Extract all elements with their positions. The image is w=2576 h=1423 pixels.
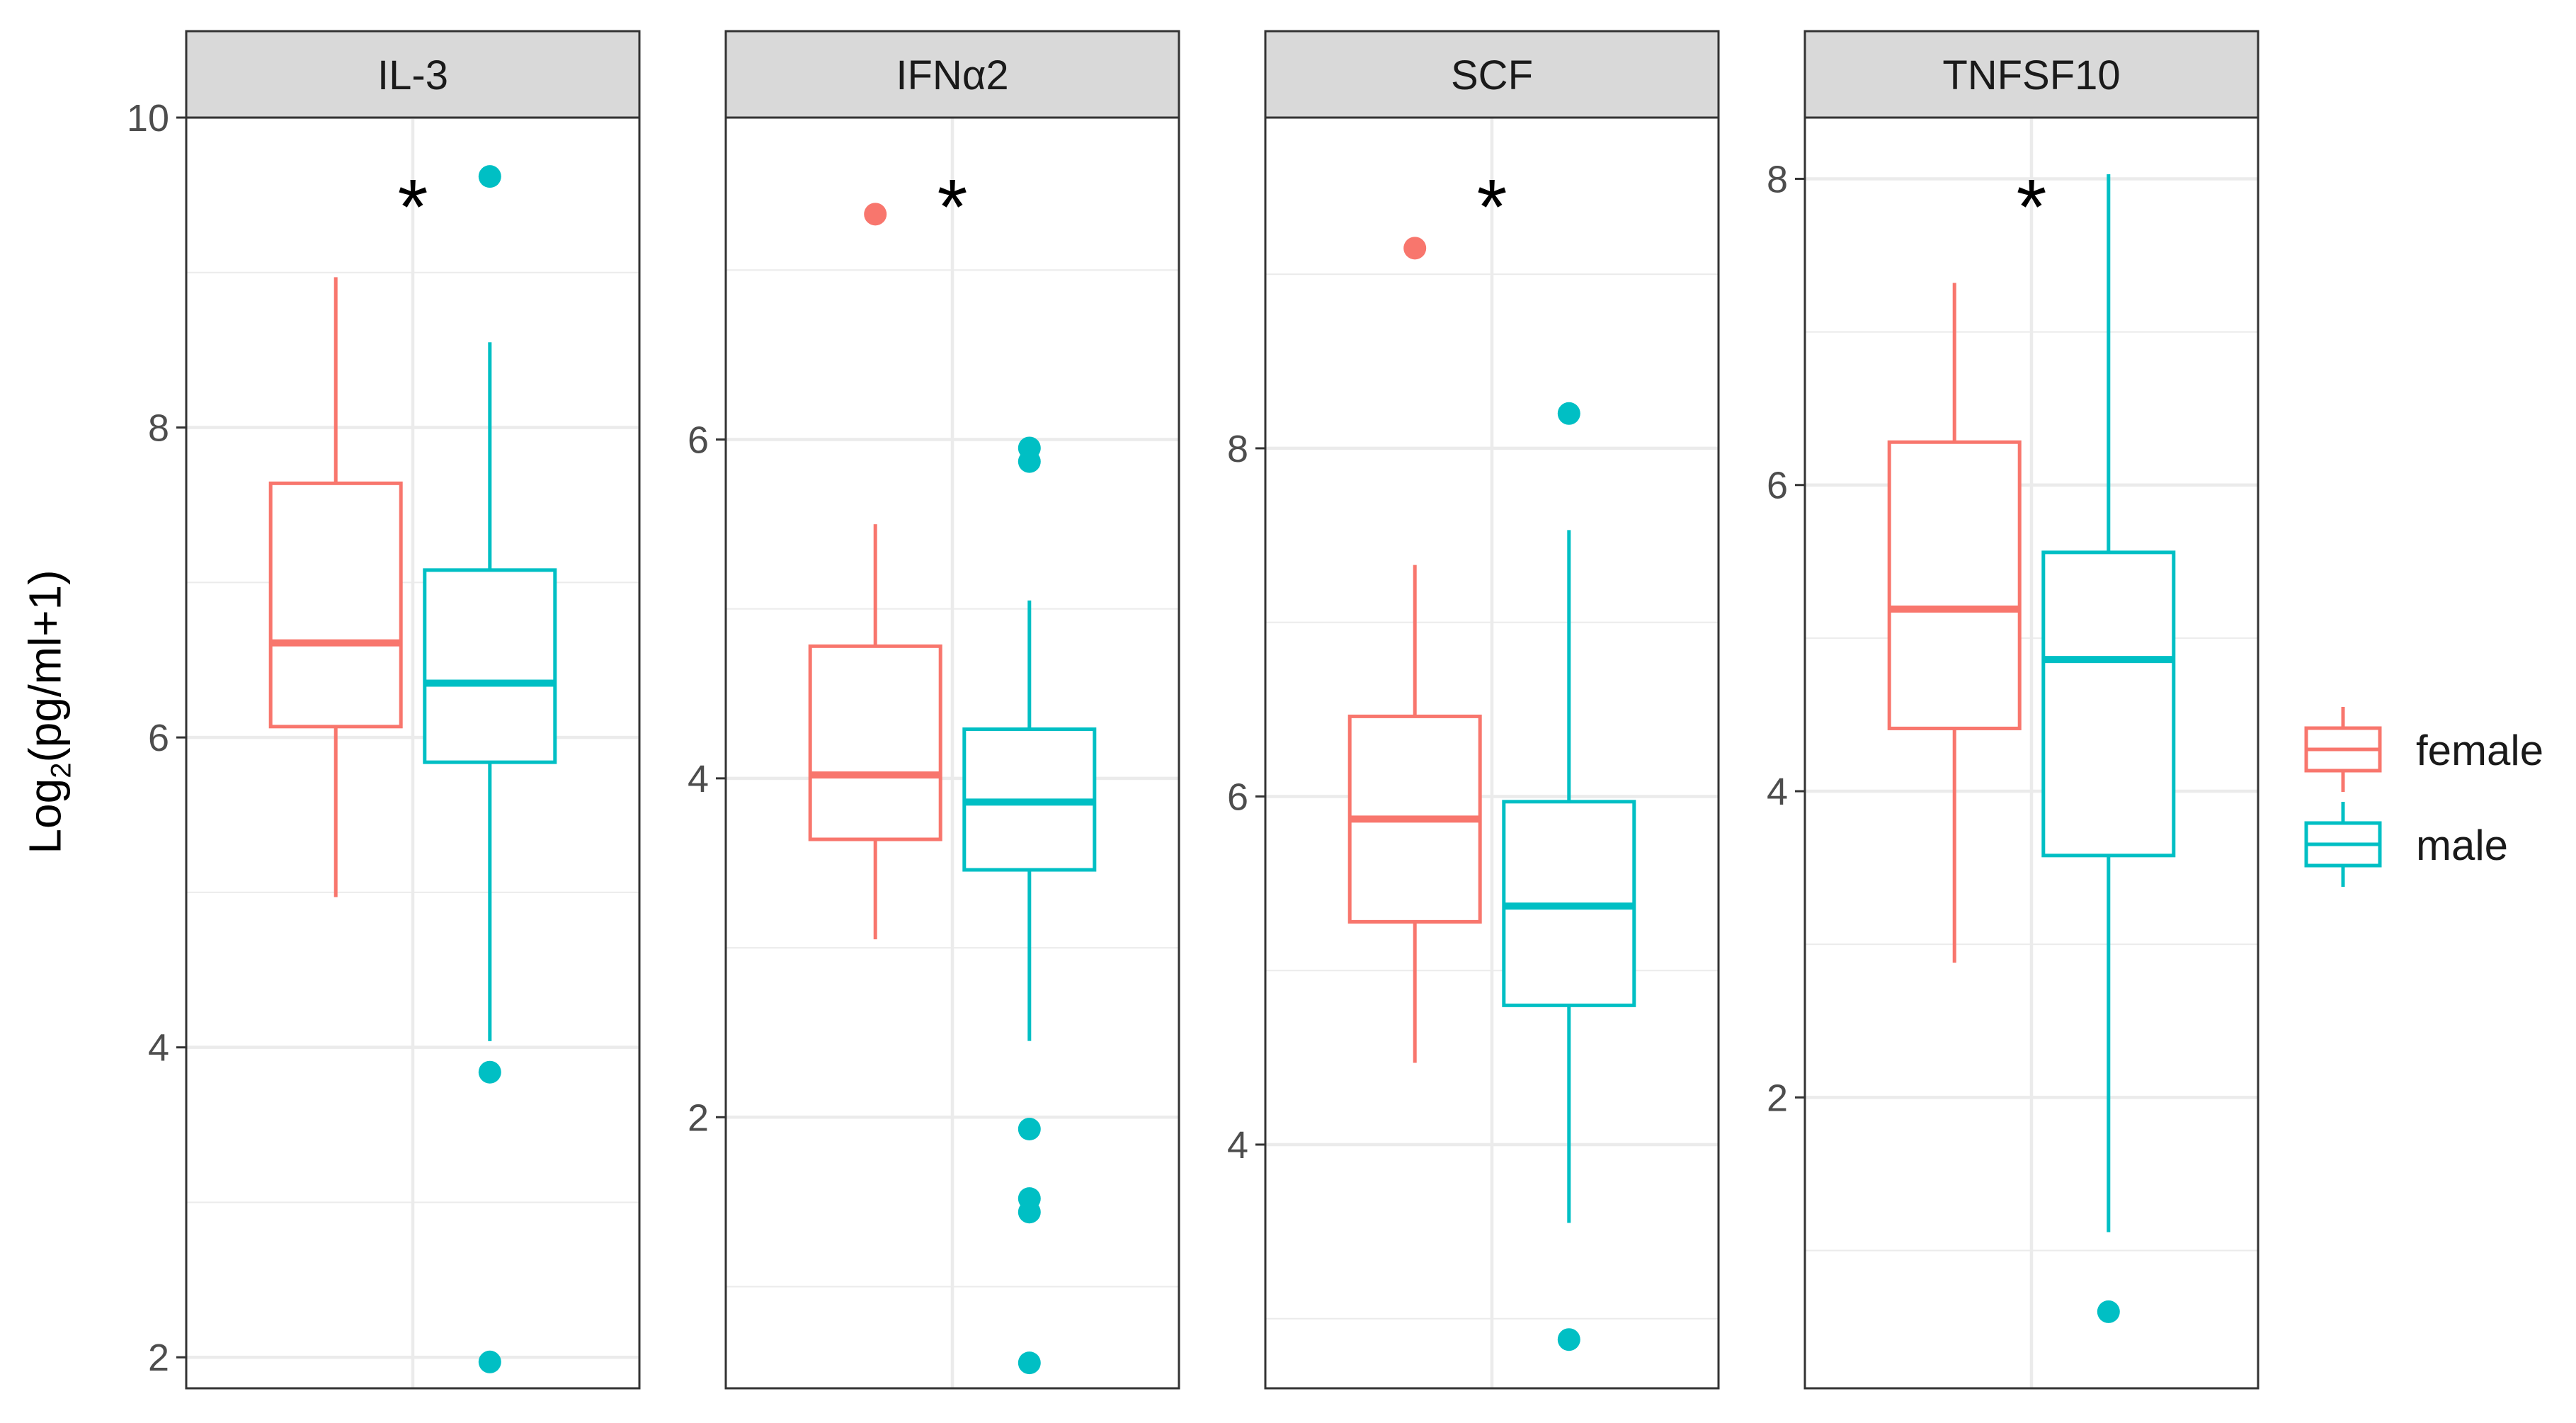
y-tick-label: 4 xyxy=(688,758,709,800)
box-female xyxy=(1887,283,2022,963)
significance-marker: * xyxy=(1477,164,1508,251)
facet-panel-tnfsf10: TNFSF10 * 2 4 6 8 xyxy=(1767,30,2259,1390)
y-tick-label: 6 xyxy=(1767,465,1788,507)
outlier-point xyxy=(1403,237,1427,260)
outlier-point xyxy=(1018,1351,1041,1375)
y-tick-label: 2 xyxy=(688,1096,709,1139)
outlier-point xyxy=(864,203,887,226)
significance-marker: * xyxy=(398,164,428,251)
box-male xyxy=(2041,174,2176,1323)
box-male xyxy=(962,436,1097,1375)
outlier-point xyxy=(1018,1201,1041,1224)
legend-item-male: male xyxy=(2304,802,2508,887)
outlier-point xyxy=(478,165,501,188)
facet-strip xyxy=(1803,30,2259,119)
facet-panel-scf: SCF * 4 6 8 xyxy=(1227,30,1720,1390)
facet-strip xyxy=(1264,30,1720,119)
box-male xyxy=(1502,402,1636,1351)
y-tick-label: 8 xyxy=(1767,158,1788,200)
box-female xyxy=(1347,237,1482,1063)
legend: female male xyxy=(2304,707,2543,887)
y-tick-label: 6 xyxy=(688,419,709,461)
y-tick-label: 6 xyxy=(1227,776,1248,818)
legend-item-female: female xyxy=(2304,707,2543,792)
facet-strip-label: SCF xyxy=(1451,52,1533,98)
iqr-box xyxy=(2041,550,2176,858)
outlier-point xyxy=(1557,402,1580,425)
outlier-point xyxy=(478,1350,501,1373)
box-female xyxy=(268,277,403,897)
iqr-box xyxy=(268,481,403,729)
significance-marker: * xyxy=(2017,164,2047,251)
facet-strip xyxy=(724,30,1180,119)
legend-label: male xyxy=(2416,822,2508,869)
facet-panel-ifn-2: IFNα2 * 2 4 6 xyxy=(688,30,1180,1390)
facet-strip xyxy=(185,30,641,119)
box-male xyxy=(423,165,557,1373)
iqr-box xyxy=(1887,440,2022,730)
y-tick-label: 4 xyxy=(1227,1124,1248,1167)
facet-strip-label: TNFSF10 xyxy=(1942,52,2120,98)
outlier-point xyxy=(1557,1328,1580,1351)
significance-marker: * xyxy=(937,164,968,251)
box-female xyxy=(808,203,942,940)
iqr-box xyxy=(808,644,942,841)
outlier-point xyxy=(1018,450,1041,473)
y-tick-label: 4 xyxy=(1767,771,1788,813)
outlier-point xyxy=(478,1060,501,1084)
y-tick-label: 2 xyxy=(1767,1077,1788,1119)
y-tick-label: 6 xyxy=(148,717,169,759)
facet-strip-label: IFNα2 xyxy=(896,52,1008,98)
facet-strip-label: IL-3 xyxy=(377,52,448,98)
y-tick-label: 2 xyxy=(148,1337,169,1379)
outlier-point xyxy=(2097,1300,2120,1323)
y-tick-label: 4 xyxy=(148,1027,169,1070)
facet-panel-il-3: IL-3 * 2 4 6 8 10 xyxy=(127,30,641,1390)
outlier-point xyxy=(1018,1118,1041,1141)
iqr-box xyxy=(423,568,557,764)
y-tick-label: 8 xyxy=(148,407,169,450)
legend-label: female xyxy=(2416,727,2543,774)
y-tick-label: 10 xyxy=(127,97,169,140)
y-tick-label: 8 xyxy=(1227,428,1248,470)
